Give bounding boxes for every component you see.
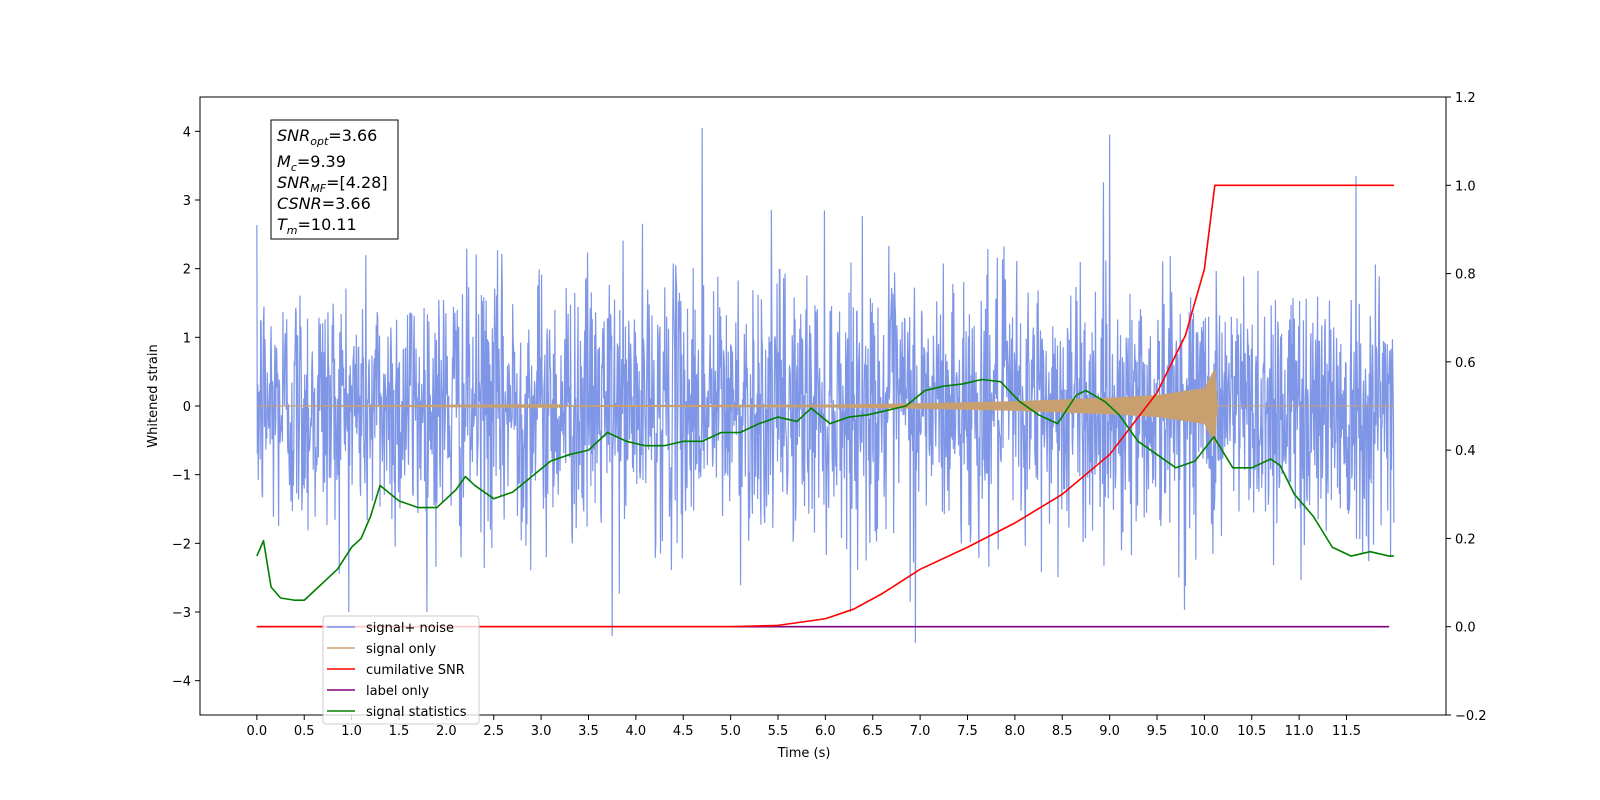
y-right-tick-label: 0.0 xyxy=(1455,621,1476,636)
series-cumulative-snr xyxy=(256,184,1394,628)
legend-label: cumilative SNR xyxy=(366,663,465,678)
y-right-tick-label: 1.2 xyxy=(1455,91,1476,106)
legend: signal+ noise signal only cumilative SNR la… xyxy=(322,615,480,725)
legend-entry: cumilative SNR xyxy=(327,663,465,678)
y-right-tick-label: 1.0 xyxy=(1455,179,1476,194)
x-tick-label: 1.0 xyxy=(341,724,362,739)
series-signal-only xyxy=(256,369,1394,444)
legend-entry: label only xyxy=(327,684,429,699)
x-tick-label: 8.0 xyxy=(1005,724,1026,739)
x-tick-label: 8.5 xyxy=(1052,724,1073,739)
y-left-tick-label: −1 xyxy=(172,469,191,484)
y-left-tick-label: 1 xyxy=(183,331,191,346)
x-tick-label: 9.0 xyxy=(1099,724,1120,739)
y-right-tick-label: 0.8 xyxy=(1455,268,1476,283)
y-right-tick-label: 0.6 xyxy=(1455,356,1476,371)
y-left-tick-label: 4 xyxy=(183,125,191,140)
x-tick-label: 6.0 xyxy=(815,724,836,739)
legend-entry: signal statistics xyxy=(327,705,467,720)
x-tick-label: 3.0 xyxy=(531,724,552,739)
x-tick-label: 9.5 xyxy=(1147,724,1168,739)
annotation-mc: Mc=9.39 xyxy=(277,152,346,174)
annotation-frame xyxy=(270,119,399,240)
x-tick-label: 4.5 xyxy=(673,724,694,739)
x-tick-label: 6.5 xyxy=(862,724,883,739)
y-right-tick-label: 0.2 xyxy=(1455,532,1476,547)
y-right-tick-label: 0.4 xyxy=(1455,444,1476,459)
x-tick-label: 1.5 xyxy=(389,724,410,739)
x-tick-label: 2.0 xyxy=(436,724,457,739)
series-signal-statistics xyxy=(256,378,1394,602)
x-tick-label: 3.5 xyxy=(578,724,599,739)
y-left-tick-label: 0 xyxy=(183,400,191,415)
x-tick-label: 0.0 xyxy=(247,724,268,739)
y-left-tick-label: 3 xyxy=(183,194,191,209)
x-tick-label: 11.5 xyxy=(1332,724,1361,739)
legend-frame xyxy=(322,615,480,725)
x-tick-label: 5.5 xyxy=(768,724,789,739)
annotation-tm: Tm=10.11 xyxy=(277,215,357,237)
legend-label: signal statistics xyxy=(366,705,467,720)
x-tick-label: 5.0 xyxy=(720,724,741,739)
x-tick-label: 10.5 xyxy=(1237,724,1266,739)
x-tick-label: 0.5 xyxy=(294,724,315,739)
x-tick-label: 4.0 xyxy=(626,724,647,739)
legend-entry: signal only xyxy=(327,642,436,657)
y-left-tick-label: −3 xyxy=(172,606,191,621)
y-left-tick-label: −4 xyxy=(172,675,191,690)
annotation-csnr: CSNR=3.66 xyxy=(277,194,371,213)
axes: 0.0 0.5 1.0 1.5 2.0 2.5 3.0 3.5 4.0 4.5 5.0 5.5 6.0 6… xyxy=(172,91,1487,739)
x-tick-label: 7.5 xyxy=(957,724,978,739)
y-right-tick-label: −0.2 xyxy=(1455,709,1487,724)
legend-label: signal only xyxy=(366,642,436,657)
x-tick-label: 2.5 xyxy=(483,724,504,739)
series-signal-plus-noise xyxy=(256,127,1395,643)
legend-label: label only xyxy=(366,684,429,699)
x-tick-label: 7.0 xyxy=(910,724,931,739)
x-axis-label: Time (s) xyxy=(777,746,831,761)
legend-entry: signal+ noise xyxy=(327,621,454,636)
annotation-snr-opt: SNRopt=3.66 xyxy=(277,126,377,148)
annotation-snr-mf: SNRMF=[4.28] xyxy=(277,173,388,195)
y-left-tick-label: 2 xyxy=(183,263,191,278)
x-tick-label: 11.0 xyxy=(1285,724,1314,739)
y-left-tick-label: −2 xyxy=(172,537,191,552)
y-axis-label: Whitened strain xyxy=(146,344,161,447)
legend-label: signal+ noise xyxy=(366,621,454,636)
x-tick-label: 10.0 xyxy=(1190,724,1219,739)
